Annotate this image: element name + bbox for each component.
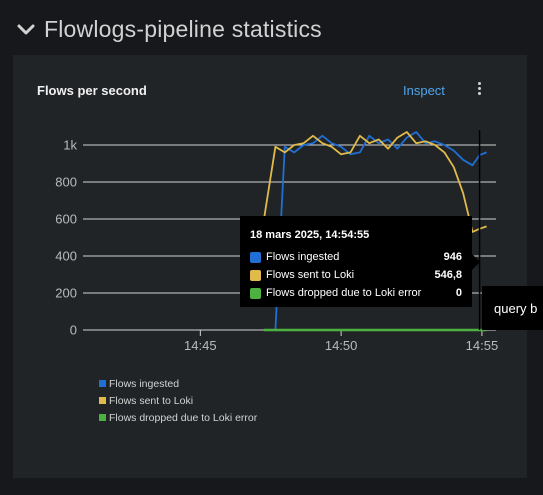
tooltip-row: Flows dropped due to Loki error 0 (250, 284, 462, 302)
chart-tooltip: 18 mars 2025, 14:54:55 Flows ingested 94… (240, 216, 480, 307)
legend-swatch (99, 380, 106, 387)
tooltip-value: 0 (455, 287, 462, 299)
legend-swatch (99, 397, 106, 404)
x-tick-label: 14:55 (466, 338, 499, 353)
legend-label: Flows sent to Loki (109, 394, 194, 407)
series-line-sent (262, 131, 487, 233)
y-tick-label: 600 (55, 212, 77, 227)
chevron-down-icon[interactable] (16, 20, 36, 40)
x-tick-label: 14:50 (325, 338, 358, 353)
section-title: Flowlogs-pipeline statistics (44, 16, 322, 42)
legend-item-dropped[interactable]: Flows dropped due to Loki error (99, 409, 257, 426)
y-tick-label: 800 (55, 175, 77, 190)
tooltip-label: Flows sent to Loki (266, 269, 355, 281)
tooltip-time: 18 mars 2025, 14:54:55 (250, 229, 370, 241)
section-header[interactable]: Flowlogs-pipeline statistics (16, 16, 322, 43)
legend-label: Flows dropped due to Loki error (109, 411, 258, 424)
legend-swatch (99, 414, 106, 421)
inspect-link[interactable]: Inspect (403, 83, 445, 98)
tooltip-label: Flows ingested (266, 251, 340, 263)
legend-label: Flows ingested (109, 377, 180, 390)
tooltip-label: Flows dropped due to Loki error (266, 287, 422, 299)
tooltip-value: 946 (443, 251, 462, 263)
tooltip-swatch (250, 287, 261, 299)
tooltip-swatch (250, 269, 261, 281)
tooltip-row: Flows ingested 946 (250, 248, 462, 266)
legend-item-sent[interactable]: Flows sent to Loki (99, 392, 257, 409)
flows-chart[interactable]: 0 200 400 600 800 1k 14:45 14:50 14:55 (13, 55, 527, 355)
y-tick-label: 1k (63, 138, 77, 153)
legend-item-ingested[interactable]: Flows ingested (99, 375, 257, 392)
x-tick-label: 14:45 (184, 338, 217, 353)
y-tick-label: 0 (70, 323, 77, 338)
query-tooltip: query b (482, 286, 543, 330)
chart-legend: Flows ingested Flows sent to Loki Flows … (99, 375, 257, 426)
kebab-menu-icon[interactable] (473, 80, 485, 100)
panel-title: Flows per second (37, 83, 147, 98)
series-line-ingested (274, 131, 487, 331)
tooltip-row: Flows sent to Loki 546,8 (250, 266, 462, 284)
tooltip-value: 546,8 (434, 269, 462, 281)
y-tick-label: 200 (55, 286, 77, 301)
tooltip-swatch (250, 251, 261, 263)
y-tick-label: 400 (55, 249, 77, 264)
